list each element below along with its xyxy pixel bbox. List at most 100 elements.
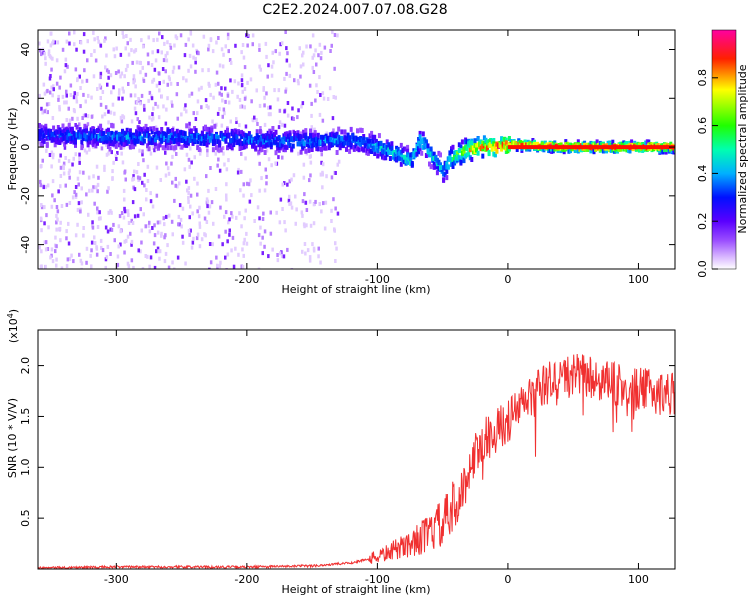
spectrum-noise-dot (83, 68, 86, 73)
spectrum-noise-dot (173, 198, 176, 203)
spectrum-ridge-cell (489, 139, 493, 145)
spectrum-ridge-cell (445, 168, 449, 174)
spectrum-noise-dot (266, 74, 269, 79)
spectrum-ridge-cell (340, 142, 344, 148)
spectrum-noise-dot (48, 90, 52, 95)
spectrum-ridge-cell (385, 139, 389, 145)
spectrum-noise-dot (111, 102, 115, 107)
spectrum-ridge-cell (406, 148, 410, 154)
spectrum-ridge-cell (244, 143, 248, 149)
spectrum-ridge-cell (647, 139, 651, 145)
spectrum-ridge-cell (258, 129, 262, 135)
spectrum-noise-dot (154, 101, 157, 106)
snr-x-tick-label: 100 (628, 573, 649, 586)
spectrum-noise-dot (86, 114, 90, 119)
spectrum-noise-dot (59, 165, 63, 170)
spectrum-ridge-cell (266, 130, 270, 136)
spectrum-noise-dot (185, 152, 189, 157)
spectrum-ridge-cell (130, 134, 134, 140)
spectrum-ridge-cell (83, 132, 87, 138)
spectrum-ridge-cell (55, 135, 59, 141)
spectrum-noise-dot (180, 224, 183, 229)
spectrum-ridge-cell (362, 140, 366, 145)
spectrum-ridge-cell (218, 140, 222, 146)
spectrum-ridge-cell (163, 131, 167, 137)
spectrum-ridge-cell (285, 144, 289, 150)
spectrum-noise-dot (160, 231, 163, 236)
spectrum-noise-dot (284, 89, 287, 94)
spectrum-noise-dot (90, 114, 94, 119)
spectrum-noise-dot (250, 99, 253, 104)
spectrum-noise-dot (133, 214, 137, 219)
spectrum-noise-dot (115, 157, 118, 161)
spectrum-ridge-cell (329, 137, 333, 142)
spectrum-noise-dot (188, 232, 191, 237)
spectrum-ridge-cell (495, 148, 499, 154)
spectrum-ridge-cell (271, 134, 275, 140)
spectrum-noise-dot (173, 267, 176, 269)
spectrum-noise-dot (302, 222, 306, 227)
spectrum-ridge-cell (204, 124, 207, 130)
spectrum-noise-dot (165, 58, 169, 63)
spectrum-noise-dot (49, 74, 52, 78)
spectrum-noise-dot (91, 188, 94, 193)
spectrum-noise-dot (151, 146, 155, 150)
spectrum-noise-dot (286, 101, 290, 105)
spectrum-noise-dot (148, 115, 151, 120)
spectrum-ridge-cell (70, 126, 74, 132)
spectrum-noise-dot (142, 212, 145, 217)
spectrum-noise-dot (304, 251, 307, 256)
spectrum-ridge-cell (207, 134, 211, 140)
spectrum-ridge-cell (191, 140, 195, 146)
spectrum-noise-dot (194, 69, 197, 74)
spectrum-ridge-cell (453, 160, 457, 166)
spectrum-noise-dot (334, 171, 337, 175)
spectrum-noise-dot (40, 203, 43, 207)
spectrum-ridge-cell (302, 141, 306, 147)
spectrum-noise-dot (55, 257, 58, 262)
spectrum-ridge-cell (252, 143, 256, 149)
spectrum-noise-dot (220, 47, 224, 52)
spectrum-ridge-cell (432, 151, 436, 157)
spectrum-ridge-cell (89, 131, 93, 137)
spectrum-noise-dot (226, 32, 230, 37)
spectrum-ridge-cell (232, 130, 236, 136)
spectrum-ridge-cell (313, 130, 317, 136)
snr-scale-label: (x104) (6, 309, 20, 343)
spectrum-noise-dot (140, 93, 144, 98)
spectrum-ridge-cell (366, 138, 370, 144)
spectrum-noise-dot (337, 159, 341, 164)
spectrum-noise-dot (211, 242, 214, 247)
spectrum-ridge-cell (168, 128, 171, 134)
spectrum-ridge-cell (309, 133, 312, 139)
spectrum-ridge-cell (479, 142, 483, 148)
spectrum-ridge-cell (343, 135, 347, 141)
spectrum-ridge-cell (61, 123, 65, 129)
spectrum-ridge-cell (432, 161, 436, 167)
spectrum-ridge-cell (265, 135, 269, 141)
spectrum-noise-dot (82, 226, 85, 230)
spectrum-noise-dot (258, 64, 261, 69)
spectrum-noise-dot (235, 215, 238, 220)
spectrum-ridge-cell (216, 135, 220, 141)
spectrum-ridge-cell (58, 140, 62, 145)
spectrum-noise-dot (73, 30, 76, 35)
spectrum-noise-dot (47, 49, 51, 54)
spectrum-noise-dot (47, 225, 50, 230)
spectrum-noise-dot (259, 67, 262, 72)
spectrum-noise-dot (287, 198, 291, 203)
spectrum-noise-dot (314, 48, 317, 53)
spectrum-noise-dot (194, 117, 198, 121)
spectrum-noise-dot (123, 209, 127, 214)
spectrum-ridge-cell (191, 134, 195, 139)
spectrum-ridge-cell (429, 146, 433, 152)
spectrum-noise-dot (82, 170, 85, 175)
spectrum-ridge-cell (354, 143, 358, 149)
spectrum-noise-dot (99, 102, 103, 107)
spectrum-ridge-cell (390, 145, 394, 151)
spectrum-ridge-cell (185, 123, 189, 129)
spectrum-noise-dot (196, 192, 199, 197)
spectrum-noise-dot (256, 122, 259, 126)
spectrum-noise-dot (206, 204, 209, 209)
spectrum-ridge-cell (451, 144, 455, 150)
